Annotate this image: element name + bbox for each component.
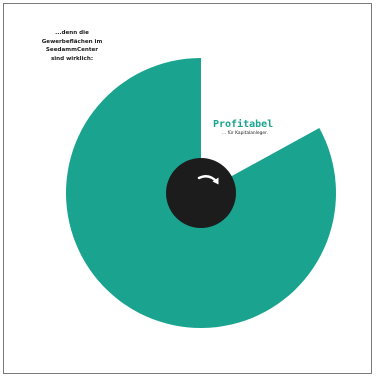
arrowhead-icon	[212, 177, 219, 185]
caption-line: SeedammCenter	[45, 47, 99, 53]
slice-label-title: Profitabel	[213, 118, 273, 130]
chart-caption: ...denn die Gewerbeflächen im SeedammCen…	[27, 29, 117, 63]
slice-label-subtitle: ... für Kapitalanleger.	[222, 130, 268, 136]
caption-line: ...denn die	[55, 30, 89, 36]
chart-center-hub	[166, 158, 236, 228]
caption-line: sind wirklich:	[50, 55, 94, 62]
caption-line: Gewerbeflächen im	[41, 38, 103, 45]
